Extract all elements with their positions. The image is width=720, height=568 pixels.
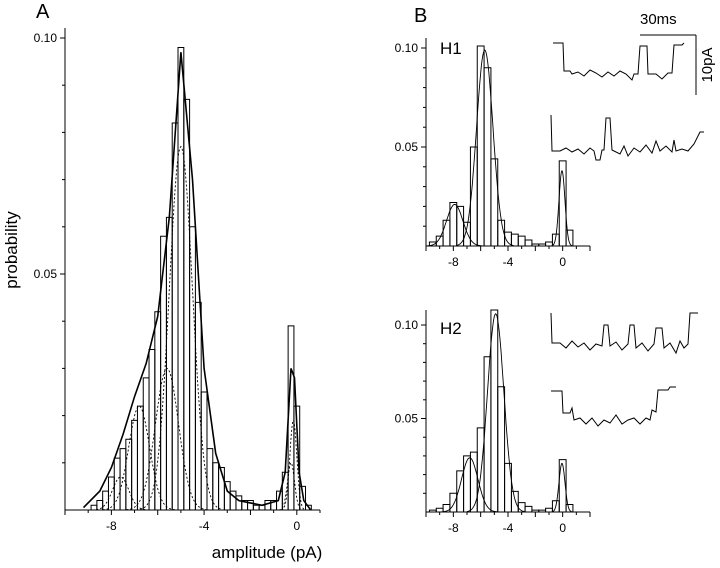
panel-a-histogram-bar xyxy=(131,419,138,510)
panel-h1-histogram-bar xyxy=(490,158,499,246)
panel-h1-gaussian-component xyxy=(426,203,483,247)
panel-a-gaussian-components xyxy=(92,145,306,511)
panel-a-histogram-bar xyxy=(177,46,185,510)
panel-a-histogram-bar xyxy=(96,500,104,510)
panel-a-histogram-bar xyxy=(171,122,179,510)
panel-h2-gaussian-components xyxy=(440,313,573,513)
panel-h2-histogram-bar xyxy=(545,507,553,512)
panel-h1-x-tick-label: -8 xyxy=(448,255,459,269)
panel-b-h1-histogram: -8 -4 0 0.05 0.10 H1 xyxy=(395,38,591,269)
panel-h2-y-tick-label: 0.10 xyxy=(395,318,419,332)
trace-h1-bottom xyxy=(550,114,704,161)
panel-h1-histogram-bar xyxy=(510,233,519,246)
panel-a-gaussian-component xyxy=(140,145,221,510)
panel-h2-y-tick-label: 0.05 xyxy=(395,412,419,426)
panel-h1-y-tick-label: 0.10 xyxy=(395,41,419,55)
panel-h1-label: H1 xyxy=(440,39,462,58)
panel-h2-x-tick-label: 0 xyxy=(559,521,566,535)
panel-b-h2-histogram: -8 -4 0 0.05 0.10 H2 xyxy=(395,309,591,535)
panel-a-x-tick-label: -8 xyxy=(106,519,117,533)
panel-h2-histogram-bar xyxy=(463,455,471,512)
panel-a-histogram-bar xyxy=(90,504,98,510)
panel-h1-histogram-bars xyxy=(428,45,574,246)
scale-bar-current-label: 10pA xyxy=(699,47,716,82)
panel-a-histogram-bar xyxy=(136,405,144,510)
panel-h2-label: H2 xyxy=(440,319,462,338)
panel-h1-histogram-bar xyxy=(517,235,526,246)
single-channel-traces: 30ms 10pA xyxy=(550,11,716,427)
panel-a-gaussian-component xyxy=(278,462,304,511)
panel-a-y-axis-label: probability xyxy=(2,211,21,289)
panel-h2-histogram-bar xyxy=(524,505,533,512)
panel-h1-histogram-bar xyxy=(524,239,533,246)
panel-h2-histogram-bar xyxy=(476,427,485,512)
panel-h2-histogram-bar xyxy=(510,490,519,512)
panel-h1-gaussian-components xyxy=(426,49,573,247)
panel-h1-y-tick-label: 0.05 xyxy=(395,140,419,154)
panel-h2-histogram-bar xyxy=(490,309,499,512)
trace-h2-bottom xyxy=(551,386,676,427)
panel-a-x-axis-label: amplitude (pA) xyxy=(212,543,323,562)
panel-a-histogram-bar xyxy=(200,391,208,510)
panel-h1-gaussian-component xyxy=(551,170,573,247)
panel-h2-gaussian-component xyxy=(551,462,573,513)
panel-a-fit-curve xyxy=(82,52,312,511)
panel-a-gaussian-component xyxy=(102,405,176,511)
panel-h2-histogram-bar xyxy=(558,459,567,512)
panel-a-histogram-bar xyxy=(154,311,162,510)
panel-a-gaussian-component xyxy=(281,419,306,511)
panel-a-fit-line xyxy=(82,52,312,511)
panel-h2-histogram-bar xyxy=(449,492,458,512)
trace-h1-top xyxy=(553,42,685,81)
panel-a-histogram: -8 -4 0 0.05 0.10 amplitude (pA) probability xyxy=(2,28,322,562)
panel-h2-histogram-bar xyxy=(565,504,574,512)
panel-a-histogram-bar xyxy=(183,98,191,510)
panel-h1-gaussian-component xyxy=(455,49,514,247)
panel-a-histogram-bar xyxy=(125,438,133,510)
panel-h2-gaussian-component xyxy=(466,313,525,513)
panel-a-x-tick-label: -4 xyxy=(199,519,210,533)
panel-h2-axes: -8 -4 0 0.05 0.10 xyxy=(395,310,591,535)
scale-bar-time-label: 30ms xyxy=(640,11,677,28)
panel-h1-x-tick-label: 0 xyxy=(559,255,566,269)
panel-a-x-tick-label: 0 xyxy=(293,519,300,533)
panel-h2-histogram-bar xyxy=(469,451,478,512)
panel-a-histogram-bar xyxy=(102,490,109,510)
panel-h1-histogram-bar xyxy=(565,229,574,246)
panel-a-axes: -8 -4 0 0.05 0.10 xyxy=(34,28,321,533)
panel-a-gaussian-component xyxy=(92,476,149,511)
panel-h1-x-tick-label: -4 xyxy=(503,255,514,269)
panel-a-y-tick-label: 0.10 xyxy=(34,31,58,45)
panel-h2-histogram-bar xyxy=(456,470,465,512)
panel-h2-x-tick-label: -8 xyxy=(448,521,459,535)
panel-h2-histogram-bar xyxy=(483,356,492,512)
panel-a-histogram-bars xyxy=(85,46,312,511)
panel-a-y-tick-label: 0.05 xyxy=(34,267,58,281)
panel-b-letter: B xyxy=(414,5,427,27)
panel-a-histogram-bar xyxy=(165,216,173,510)
panel-h2-gaussian-component xyxy=(440,457,499,513)
panel-h1-histogram-bar xyxy=(442,219,451,246)
panel-h1-histogram-bar xyxy=(558,160,567,246)
panel-h2-histogram-bar xyxy=(497,386,506,512)
panel-h1-histogram-bar xyxy=(483,67,492,246)
panel-a-histogram-bar xyxy=(305,504,312,510)
panel-h2-histogram-bars xyxy=(428,309,574,512)
panel-h2-x-tick-label: -4 xyxy=(503,521,514,535)
panel-h2-histogram-bar xyxy=(504,462,512,512)
panel-h1-axes: -8 -4 0 0.05 0.10 xyxy=(395,38,591,269)
panel-a-histogram-bar xyxy=(264,500,272,510)
panel-h1-histogram-bar xyxy=(545,241,553,246)
panel-a-histogram-bar xyxy=(194,301,202,510)
panel-a-letter: A xyxy=(36,1,50,23)
panel-a-histogram-bar xyxy=(189,226,196,510)
panel-a-histogram-bar xyxy=(119,448,127,510)
panel-a-histogram-bar xyxy=(299,485,307,510)
trace-h2-top xyxy=(550,312,698,355)
panel-a-histogram-bar xyxy=(293,405,301,510)
panel-a-histogram-bar xyxy=(252,504,260,510)
